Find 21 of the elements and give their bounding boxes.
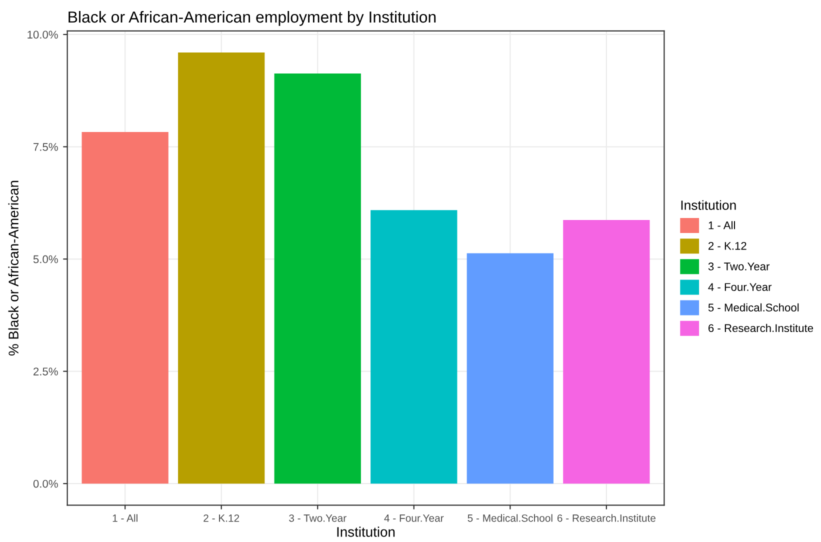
y-tick-label: 2.5% [34, 368, 58, 376]
legend-title: Institution [681, 200, 736, 210]
x-tick-label: 1 - All [112, 514, 138, 522]
x-tick-label: 5 - Medical.School [468, 514, 552, 522]
legend-label: 1 - All [708, 221, 735, 230]
legend-label: 5 - Medical.School [708, 303, 799, 312]
chart-title: Black or African-American employment by Institution [68, 10, 436, 26]
x-axis-title: Institution [337, 526, 395, 537]
legend-label: 3 - Two.Year [708, 262, 770, 270]
x-tick-label: 3 - Two.Year [289, 514, 346, 522]
x-tick-label: 4 - Four.Year [384, 514, 444, 522]
y-tick-label: 7.5% [34, 143, 58, 151]
y-tick-label: 5.0% [33, 255, 58, 264]
y-tick-label: 10.0% [28, 30, 58, 39]
y-tick-label: 0.0% [33, 480, 58, 488]
x-tick-label: 6 - Research.Institute [557, 514, 656, 522]
legend-label: 6 - Research.Institute [708, 324, 814, 332]
x-tick-label: 2 - K.12 [204, 514, 240, 522]
legend-label: 2 - K.12 [708, 242, 746, 250]
legend-label: 4 - Four.Year [708, 283, 772, 291]
y-axis-title: % Black or African-American [8, 180, 18, 356]
